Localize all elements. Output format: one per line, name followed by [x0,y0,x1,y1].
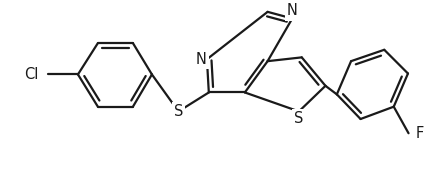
Text: Cl: Cl [24,67,38,82]
Text: F: F [415,126,424,141]
Text: S: S [294,111,304,126]
Text: N: N [196,52,207,67]
Text: N: N [287,4,298,19]
Text: S: S [174,104,183,119]
